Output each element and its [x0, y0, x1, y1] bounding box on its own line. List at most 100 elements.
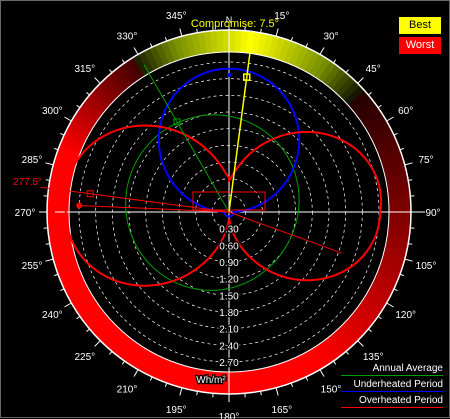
angle-tick: [197, 391, 198, 395]
angle-tick: [387, 303, 394, 307]
angle-tick: [165, 383, 166, 387]
angle-tick: [45, 163, 53, 165]
angle-tick: [408, 180, 412, 181]
angle-tick: [394, 133, 398, 135]
radial-scale-label: 0.60: [219, 241, 239, 252]
angle-tick: [306, 43, 308, 47]
compromise-label: Compromise: 7.5°: [191, 18, 279, 30]
angle-tick: [77, 316, 80, 318]
angle-tick: [346, 351, 349, 354]
angle-label: 285°: [22, 155, 43, 166]
angle-tick: [46, 180, 50, 181]
angle-label: 90°: [425, 208, 440, 219]
angle-label: 120°: [395, 310, 416, 321]
angle-tick: [54, 148, 58, 149]
overheated-marker: [76, 202, 82, 208]
angle-label: 300°: [42, 106, 63, 117]
angle-label: 240°: [42, 310, 63, 321]
compromise-line: [229, 32, 253, 212]
angle-label: 210°: [117, 385, 138, 396]
underheated-marker: [227, 73, 231, 77]
unit-label: Wh/m²: [196, 375, 226, 386]
angle-tick: [122, 361, 124, 364]
angle-label: 195°: [166, 405, 187, 416]
radial-scale-label: 2.10: [219, 325, 239, 336]
angle-tick: [291, 37, 292, 41]
angle-tick: [306, 377, 308, 381]
angle-tick: [368, 329, 371, 332]
angle-label: 225°: [74, 352, 95, 363]
angle-tick: [400, 148, 404, 149]
legend-overheated-label: Overheated Period: [341, 395, 443, 406]
angle-tick: [60, 133, 64, 135]
legend-best-box: Best: [399, 17, 441, 34]
angle-label: 150°: [321, 385, 342, 396]
radial-scale-label: 0.30: [219, 225, 239, 236]
angle-tick: [134, 370, 138, 377]
angle-tick: [387, 117, 394, 121]
angle-tick: [87, 92, 90, 95]
angle-tick: [95, 341, 101, 347]
angle-label: 345°: [166, 11, 187, 22]
angle-tick: [60, 289, 64, 291]
radial-scale-label: 1.20: [219, 275, 239, 286]
angle-tick: [394, 289, 398, 291]
radial-scale-label: 1.80: [219, 308, 239, 319]
angle-tick: [320, 47, 324, 54]
angle-tick: [77, 105, 80, 107]
angle-tick: [87, 329, 90, 332]
angle-tick: [358, 341, 364, 347]
legend-overheated-swatch: [341, 407, 443, 408]
angle-label: 45°: [366, 64, 381, 75]
angle-tick: [333, 361, 335, 364]
angle-tick: [333, 60, 335, 63]
angle-tick: [95, 78, 101, 84]
angle-tick: [368, 92, 371, 95]
legend-annual-average: Annual Average: [341, 363, 443, 376]
angle-label: 255°: [22, 261, 43, 272]
angle-tick: [180, 388, 182, 396]
legend-annual-average-label: Annual Average: [341, 363, 443, 374]
angle-tick: [405, 259, 413, 261]
angle-tick: [109, 351, 112, 354]
angle-tick: [150, 377, 152, 381]
annual-average-indicator: [144, 65, 229, 212]
angle-tick: [291, 383, 292, 387]
legend-annual-average-swatch: [341, 375, 443, 376]
angle-tick: [134, 47, 138, 54]
angle-tick: [408, 244, 412, 245]
angle-tick: [64, 117, 71, 121]
angle-tick: [405, 163, 413, 165]
angle-tick: [46, 244, 50, 245]
angle-label: 165°: [271, 405, 292, 416]
legend-worst-box: Worst: [399, 37, 441, 54]
worst-angle-label: 277.5°: [13, 177, 42, 188]
angle-tick: [150, 43, 152, 47]
angle-tick: [54, 274, 58, 275]
angle-tick: [45, 259, 53, 261]
angle-tick: [122, 60, 124, 63]
angle-label: 105°: [416, 261, 437, 272]
angle-tick: [400, 274, 404, 275]
angle-tick: [378, 105, 381, 107]
angle-label: 30°: [323, 31, 338, 42]
angle-tick: [320, 370, 324, 377]
angle-tick: [165, 37, 166, 41]
legend-underheated-label: Underheated Period: [341, 379, 443, 390]
radial-scale-label: 1.50: [219, 291, 239, 302]
angle-label: 75°: [418, 155, 433, 166]
angle-tick: [358, 78, 364, 84]
radial-scale-label: 2.70: [219, 358, 239, 369]
angle-tick: [64, 303, 71, 307]
angle-tick: [109, 70, 112, 73]
legend-underheated-swatch: [341, 391, 443, 392]
angle-tick: [261, 391, 262, 395]
angle-label: 330°: [117, 31, 138, 42]
angle-label: 135°: [363, 352, 384, 363]
radial-scale-label: 0.90: [219, 258, 239, 269]
angle-label: 60°: [398, 106, 413, 117]
legend-overheated: Overheated Period: [341, 395, 443, 408]
radial-scale-label: 2.40: [219, 341, 239, 352]
